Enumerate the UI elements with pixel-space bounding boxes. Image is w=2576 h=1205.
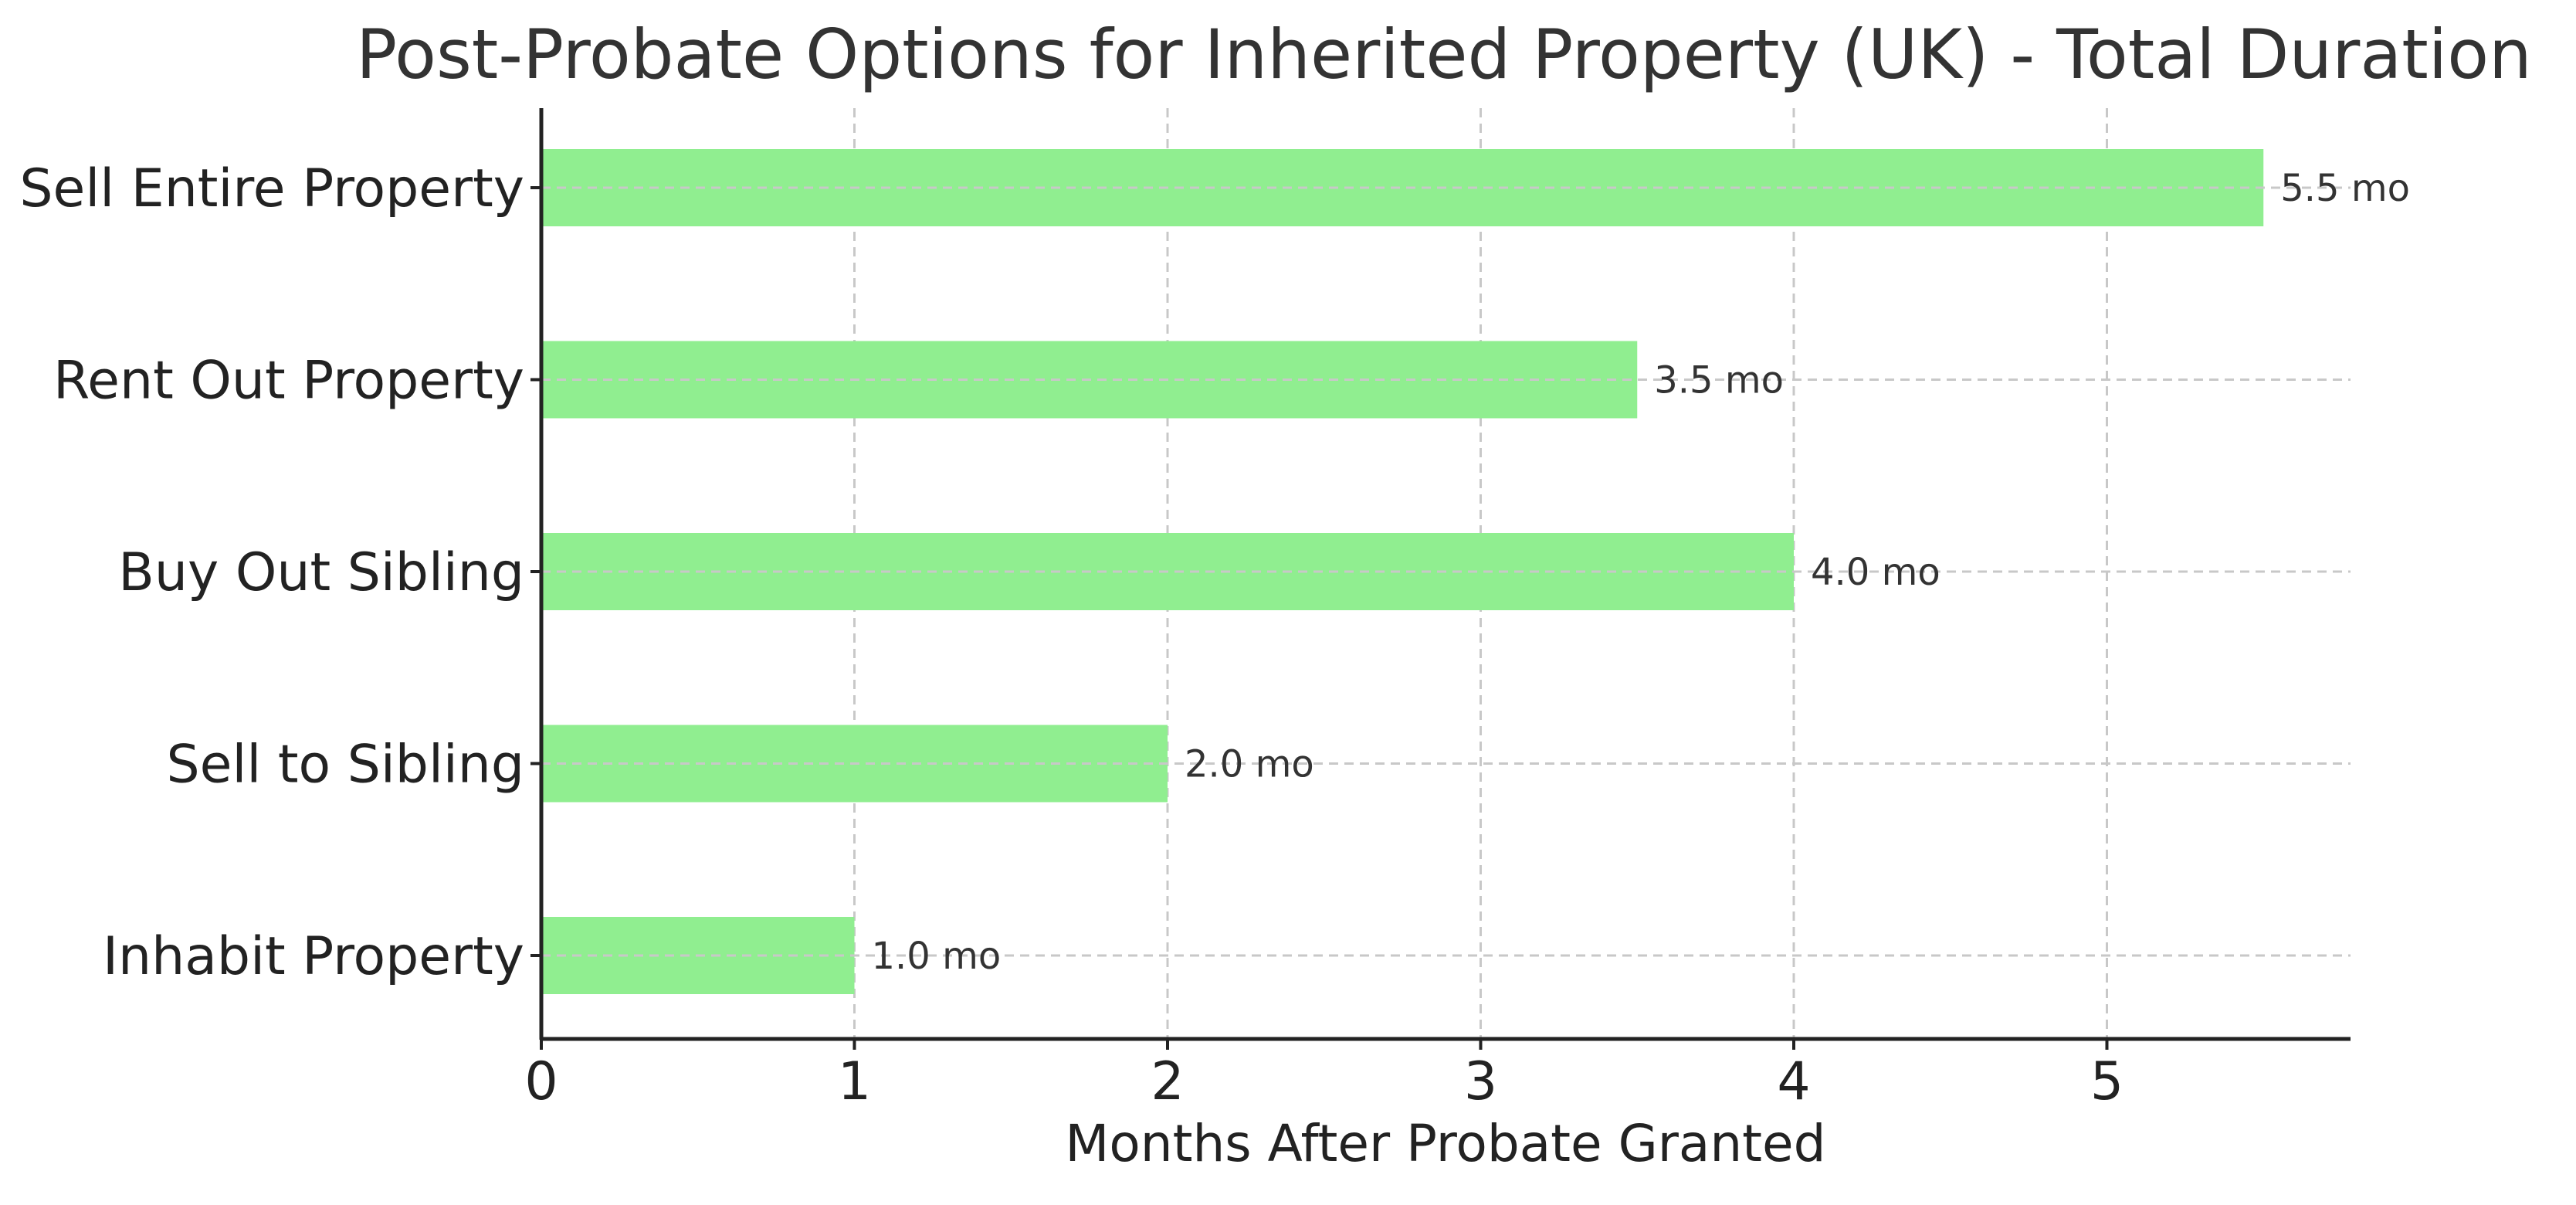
x-tick-label: 5 xyxy=(2090,1051,2124,1112)
y-tick-labels: Inhabit Property Sell to Sibling Buy Out S… xyxy=(19,158,541,987)
x-tick-labels: 0 1 2 3 4 5 xyxy=(524,1039,2124,1112)
bar xyxy=(541,149,2264,226)
x-tick-label: 3 xyxy=(1464,1051,1497,1112)
x-axis-label: Months After Probate Granted xyxy=(1065,1114,1825,1173)
value-label: 1.0 mo xyxy=(872,935,1002,978)
axes xyxy=(539,108,2351,1041)
value-labels: 1.0 mo 2.0 mo 4.0 mo 3.5 mo 5.5 mo xyxy=(872,167,2410,978)
x-tick-label: 2 xyxy=(1151,1051,1184,1112)
bars xyxy=(541,149,2264,994)
y-tick-label: Inhabit Property xyxy=(103,926,524,987)
y-tick-label: Sell to Sibling xyxy=(166,735,524,796)
chart-title: Post-Probate Options for Inherited Prope… xyxy=(356,15,2532,94)
y-tick-label: Rent Out Property xyxy=(53,351,524,412)
x-tick-label: 0 xyxy=(524,1051,558,1112)
value-label: 3.5 mo xyxy=(1654,359,1784,402)
value-label: 2.0 mo xyxy=(1185,743,1314,786)
x-tick-label: 4 xyxy=(1777,1051,1810,1112)
y-tick-label: Sell Entire Property xyxy=(19,158,524,219)
horizontal-grid-lines xyxy=(541,186,2351,957)
y-tick-label: Buy Out Sibling xyxy=(118,542,524,603)
value-label: 4.0 mo xyxy=(1811,551,1940,594)
x-tick-label: 1 xyxy=(838,1051,871,1112)
value-label: 5.5 mo xyxy=(2280,167,2410,210)
